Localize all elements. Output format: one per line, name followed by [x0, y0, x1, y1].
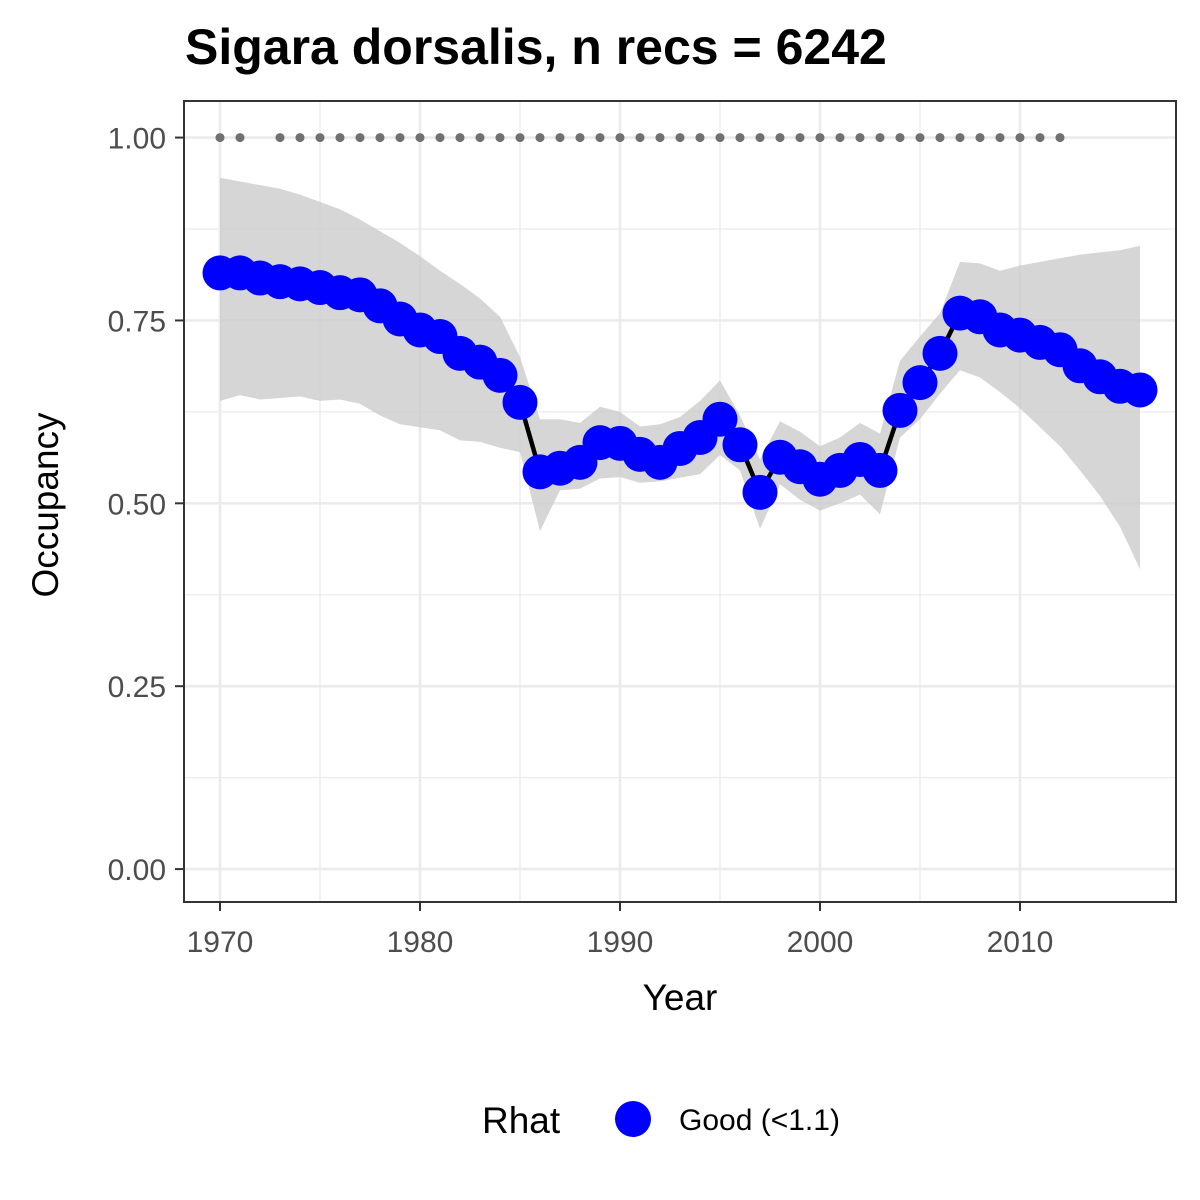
x-tick-label: 1970 — [187, 926, 254, 959]
record-dot — [235, 133, 245, 143]
data-point — [702, 401, 738, 437]
record-dot — [635, 133, 645, 143]
legend-key-point — [615, 1101, 651, 1137]
record-dot — [335, 133, 345, 143]
plot-panel-border — [183, 100, 1177, 903]
record-dot — [935, 133, 945, 143]
data-point — [482, 357, 518, 393]
record-dot — [895, 133, 905, 143]
record-dot — [715, 133, 725, 143]
chart-title: Sigara dorsalis, n recs = 6242 — [185, 19, 887, 75]
y-tick-label: 0.50 — [108, 488, 166, 521]
record-dot — [735, 133, 745, 143]
record-dot — [355, 133, 365, 143]
y-tick-label: 0.00 — [108, 854, 166, 887]
record-dot — [275, 133, 285, 143]
data-point — [922, 335, 958, 371]
confidence-ribbon — [220, 177, 1140, 570]
data-point — [502, 384, 538, 420]
record-dot — [515, 133, 525, 143]
record-dot — [835, 133, 845, 143]
record-dot — [455, 133, 465, 143]
record-dot — [1055, 133, 1065, 143]
record-dot — [855, 133, 865, 143]
record-dot — [375, 133, 385, 143]
record-dot — [755, 133, 765, 143]
record-dot — [1035, 133, 1045, 143]
legend: Rhat Good (<1.1) — [482, 1100, 840, 1141]
y-tick-label: 0.25 — [108, 671, 166, 704]
x-tick-label: 2010 — [987, 926, 1054, 959]
record-dot — [555, 133, 565, 143]
x-tick-label: 1980 — [387, 926, 454, 959]
record-dot — [795, 133, 805, 143]
record-dot — [475, 133, 485, 143]
legend-label: Good (<1.1) — [679, 1104, 840, 1137]
y-tick-label: 0.75 — [108, 305, 166, 338]
record-dot — [295, 133, 305, 143]
data-point — [862, 452, 898, 488]
x-axis-title: Year — [643, 977, 718, 1018]
x-axis: 1970 1980 1990 2000 2010 — [187, 902, 1054, 959]
y-axis-title: Occupancy — [25, 412, 66, 598]
x-tick-label: 2000 — [787, 926, 854, 959]
y-axis: 0.00 0.25 0.50 0.75 1.00 — [108, 123, 184, 887]
record-dot — [1015, 133, 1025, 143]
record-dot — [655, 133, 665, 143]
data-point — [1122, 372, 1158, 408]
record-dot — [695, 133, 705, 143]
record-dot — [815, 133, 825, 143]
record-dots-layer — [215, 133, 1065, 143]
data-point — [902, 365, 938, 401]
record-dot — [435, 133, 445, 143]
record-dot — [615, 133, 625, 143]
record-dot — [875, 133, 885, 143]
confidence-ribbon-layer — [220, 177, 1140, 570]
record-dot — [995, 133, 1005, 143]
record-dot — [915, 133, 925, 143]
data-point — [882, 392, 918, 428]
data-point — [722, 427, 758, 463]
record-dot — [395, 133, 405, 143]
record-dot — [495, 133, 505, 143]
record-dot — [975, 133, 985, 143]
record-dot — [595, 133, 605, 143]
y-tick-label: 1.00 — [108, 123, 166, 156]
record-dot — [955, 133, 965, 143]
record-dot — [215, 133, 225, 143]
record-dot — [575, 133, 585, 143]
record-dot — [535, 133, 545, 143]
legend-title: Rhat — [482, 1100, 561, 1141]
record-dot — [675, 133, 685, 143]
record-dot — [415, 133, 425, 143]
x-tick-label: 1990 — [587, 926, 654, 959]
data-points-layer — [202, 255, 1158, 510]
record-dot — [775, 133, 785, 143]
data-point — [742, 474, 778, 510]
record-dot — [315, 133, 325, 143]
